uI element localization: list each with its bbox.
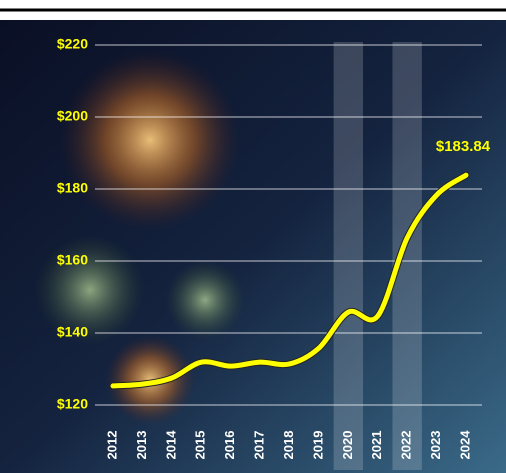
x-tick-label: 2023 xyxy=(428,431,443,460)
value-label: $183.84 xyxy=(436,138,491,155)
firework xyxy=(35,235,145,345)
x-tick-label: 2016 xyxy=(222,431,237,460)
line xyxy=(110,172,469,389)
x-tick-label: 2022 xyxy=(399,431,414,460)
x-tick-label: 2021 xyxy=(369,431,384,460)
x-tick-label: 2020 xyxy=(340,431,355,460)
y-tick-label: $180 xyxy=(57,180,88,196)
y-tick-label: $140 xyxy=(57,324,88,340)
x-tick-label: 2018 xyxy=(281,431,296,460)
x-tick-label: 2019 xyxy=(310,431,325,460)
firework xyxy=(60,50,240,230)
x-tick-label: 2013 xyxy=(134,431,149,460)
y-tick-label: $160 xyxy=(57,252,88,268)
x-tick-label: 2024 xyxy=(457,430,472,460)
shaded-band xyxy=(333,42,364,470)
y-tick-label: $120 xyxy=(57,396,88,412)
firework xyxy=(165,260,245,340)
y-tick-label: $220 xyxy=(57,36,88,52)
x-tick-label: 2017 xyxy=(252,431,267,460)
y-tick-label: $200 xyxy=(57,108,88,124)
x-tick-label: 2015 xyxy=(193,431,208,460)
x-tick-label: 2012 xyxy=(104,431,119,460)
x-tick-label: 2014 xyxy=(163,430,178,460)
